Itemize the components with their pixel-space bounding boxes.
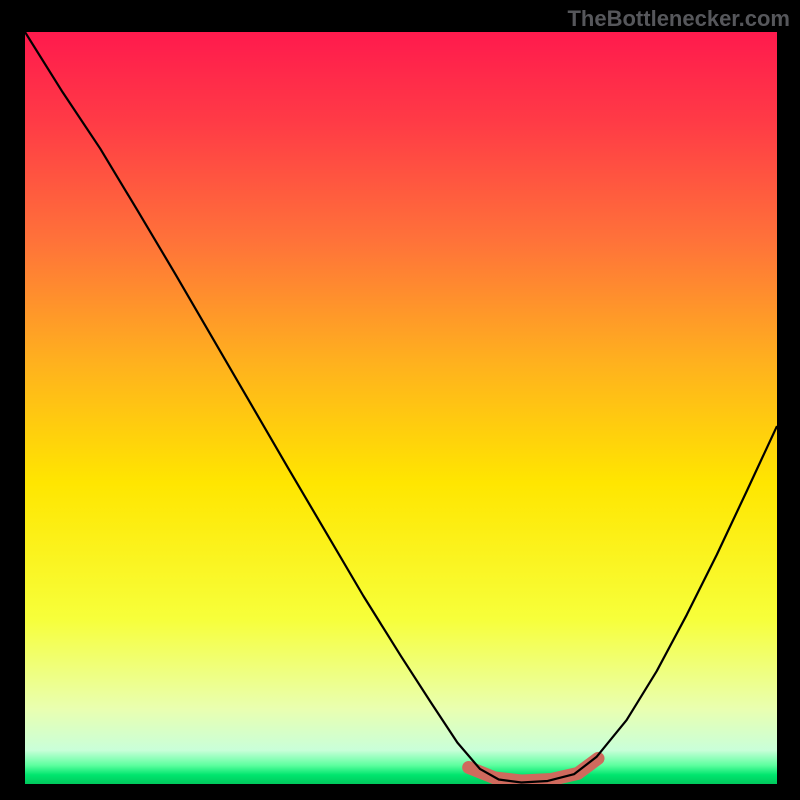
main-curve (25, 32, 777, 783)
plot-area (25, 32, 777, 784)
curve-layer (25, 32, 777, 784)
watermark-text: TheBottlenecker.com (567, 6, 790, 32)
chart-container: TheBottlenecker.com (0, 0, 800, 800)
